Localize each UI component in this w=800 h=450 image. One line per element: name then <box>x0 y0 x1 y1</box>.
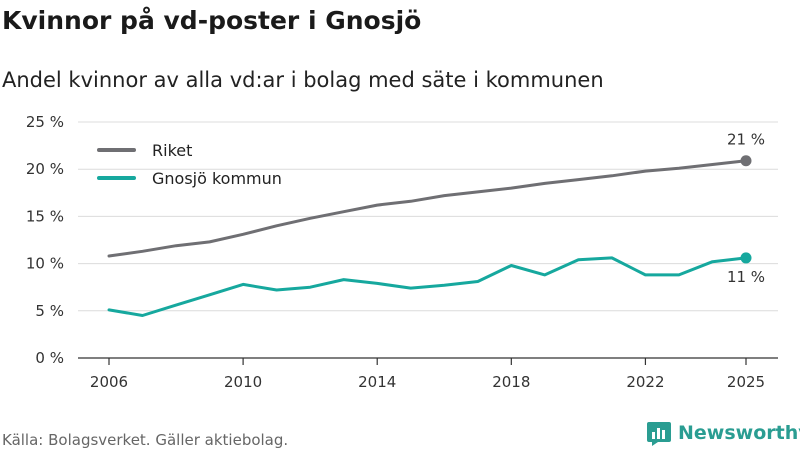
x-tick-label: 2022 <box>626 373 664 391</box>
x-tick-label: 2010 <box>224 373 262 391</box>
end-point-marker <box>740 252 752 264</box>
series-line-riket <box>107 159 748 258</box>
end-point-marker <box>740 155 752 167</box>
y-tick-label: 20 % <box>26 160 64 178</box>
series-lines: 21 % 11 % <box>107 131 765 317</box>
y-tick-label: 10 % <box>26 255 64 273</box>
x-axis: 2006 2010 2014 2018 2022 2025 <box>78 357 778 391</box>
x-tick-label: 2006 <box>90 373 128 391</box>
legend: Riket Gnosjö kommun <box>97 141 282 188</box>
x-tick-label: 2014 <box>358 373 396 391</box>
y-axis-ticks: 0 % 5 % 10 % 15 % 20 % 25 % <box>26 113 64 367</box>
brand-logo[interactable]: Newsworthy <box>646 420 800 446</box>
x-tick-label: 2025 <box>727 373 765 391</box>
chart-title: Kvinnor på vd-poster i Gnosjö <box>2 6 422 35</box>
source-note: Källa: Bolagsverket. Gäller aktiebolag. <box>2 431 289 449</box>
end-value-label: 11 % <box>727 268 765 286</box>
y-tick-label: 15 % <box>26 207 64 225</box>
x-tick-label: 2018 <box>492 373 530 391</box>
series-line-gnosjö-kommun <box>107 256 748 317</box>
newsworthy-logo-icon <box>647 422 671 446</box>
y-tick-label: 5 % <box>35 302 64 320</box>
chart-subtitle: Andel kvinnor av alla vd:ar i bolag med … <box>2 68 604 92</box>
end-value-label: 21 % <box>727 131 765 149</box>
legend-label: Riket <box>152 141 192 160</box>
brand-name: Newsworthy <box>678 422 800 444</box>
legend-label: Gnosjö kommun <box>152 169 282 188</box>
y-tick-label: 0 % <box>35 349 64 367</box>
y-tick-label: 25 % <box>26 113 64 131</box>
